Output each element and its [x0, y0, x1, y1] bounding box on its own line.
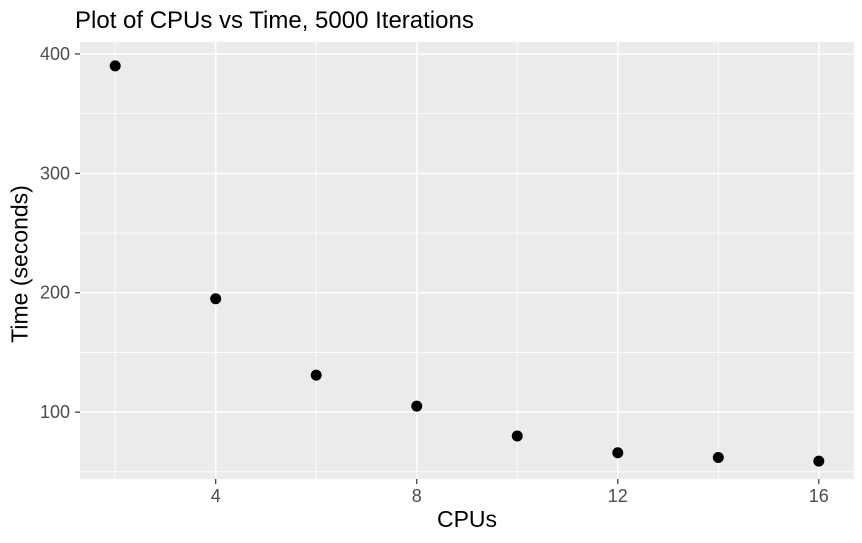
data-point [210, 293, 222, 305]
data-point [813, 455, 825, 467]
plot-panel [80, 42, 854, 479]
x-tick-label: 12 [608, 486, 628, 506]
data-point [712, 452, 724, 464]
y-tick-label: 200 [40, 283, 70, 303]
data-point [511, 430, 523, 442]
chart-title: Plot of CPUs vs Time, 5000 Iterations [75, 7, 474, 34]
data-point [612, 447, 624, 459]
x-axis-title: CPUs [436, 506, 498, 532]
data-point [411, 400, 423, 412]
y-axis-title: Time (seconds) [6, 185, 33, 343]
data-point [310, 369, 322, 381]
x-tick-label: 4 [211, 486, 221, 506]
x-tick-label: 8 [412, 486, 422, 506]
data-point [109, 60, 121, 72]
x-tick-label: 16 [809, 486, 829, 506]
y-tick-label: 300 [40, 163, 70, 183]
y-tick-label: 400 [40, 44, 70, 64]
y-tick-label: 100 [40, 402, 70, 422]
